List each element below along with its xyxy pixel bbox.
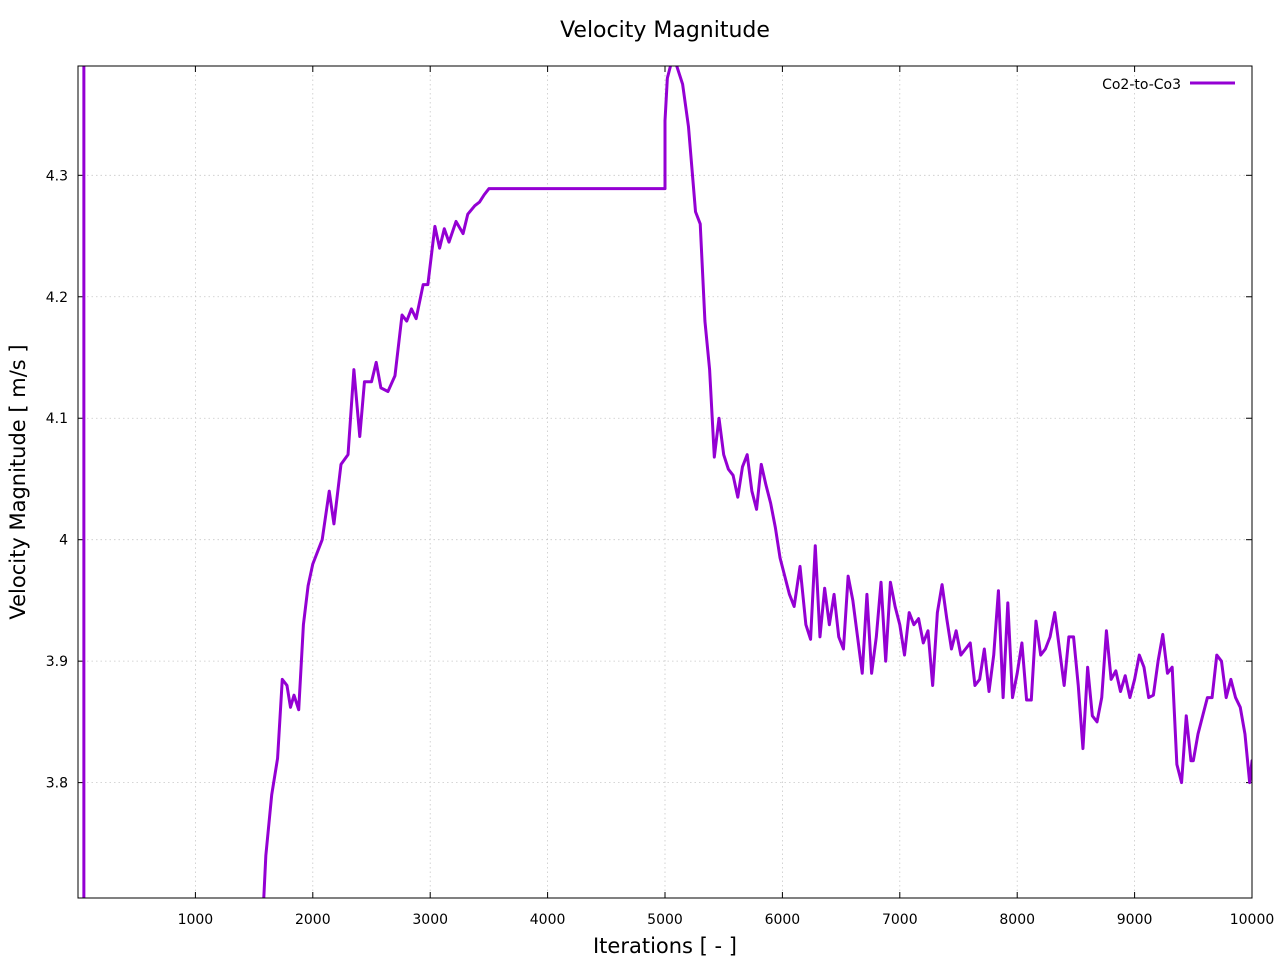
tick-labels: 1000 2000 3000 4000 5000 6000 7000 8000 9000 1000… <box>46 168 1275 928</box>
x-tick-label: 7000 <box>882 912 918 928</box>
y-tick-label: 4 <box>59 533 68 549</box>
x-tick-label: 1000 <box>178 912 214 928</box>
plot-series <box>82 66 1252 898</box>
y-tick-label: 4.2 <box>46 290 68 306</box>
x-tick-label: 10000 <box>1230 912 1275 928</box>
y-tick-label: 4.3 <box>46 168 68 184</box>
legend: Co2-to-Co3 <box>1102 77 1235 93</box>
x-axis-label: Iterations [ - ] <box>593 934 737 958</box>
legend-label: Co2-to-Co3 <box>1102 77 1181 93</box>
y-tick-label: 4.1 <box>46 411 68 427</box>
chart-title: Velocity Magnitude <box>560 18 770 43</box>
x-tick-label: 5000 <box>647 912 683 928</box>
x-tick-label: 6000 <box>765 912 801 928</box>
y-tick-label: 3.8 <box>46 776 68 792</box>
x-tick-label: 3000 <box>412 912 448 928</box>
x-tick-label: 9000 <box>1117 912 1153 928</box>
plot-frame <box>77 65 1253 899</box>
y-tick-label: 3.9 <box>46 654 68 670</box>
x-tick-label: 8000 <box>999 912 1035 928</box>
y-axis-label: Velocity Magnitude [ m/s ] <box>6 344 30 619</box>
x-tick-label: 4000 <box>530 912 566 928</box>
x-tick-label: 2000 <box>295 912 331 928</box>
series-line-0-segment-1 <box>262 66 1252 898</box>
